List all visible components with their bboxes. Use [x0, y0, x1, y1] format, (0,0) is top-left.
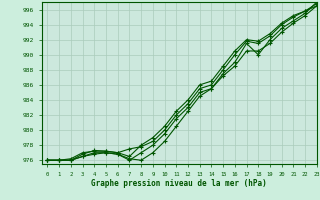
X-axis label: Graphe pression niveau de la mer (hPa): Graphe pression niveau de la mer (hPa) [91, 179, 267, 188]
